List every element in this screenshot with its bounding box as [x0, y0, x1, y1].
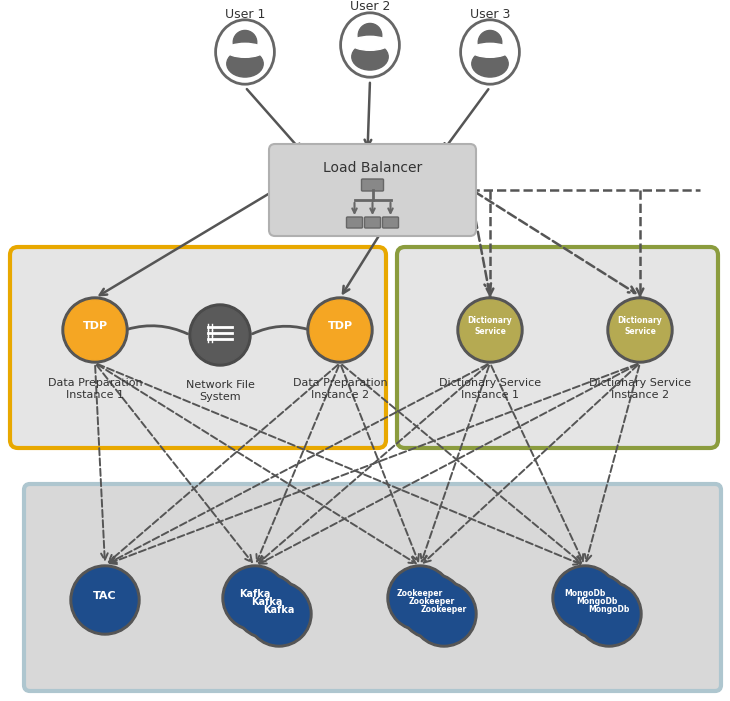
Text: User 2: User 2: [350, 1, 391, 13]
Text: Kafka: Kafka: [239, 589, 271, 599]
Text: Dictionary Service
Instance 1: Dictionary Service Instance 1: [439, 378, 541, 400]
Text: Dictionary Service
Instance 2: Dictionary Service Instance 2: [589, 378, 691, 400]
Circle shape: [555, 568, 615, 628]
Text: TDP: TDP: [82, 321, 107, 331]
Ellipse shape: [352, 43, 388, 70]
Text: MongoDb: MongoDb: [576, 597, 618, 606]
Circle shape: [478, 30, 502, 54]
Ellipse shape: [471, 43, 509, 57]
Circle shape: [234, 30, 257, 54]
Circle shape: [414, 584, 474, 644]
Ellipse shape: [472, 50, 508, 77]
Circle shape: [402, 576, 462, 636]
FancyBboxPatch shape: [269, 144, 476, 236]
FancyBboxPatch shape: [10, 247, 386, 448]
Text: Dictionary
Service: Dictionary Service: [468, 316, 512, 336]
Text: User 1: User 1: [225, 8, 265, 20]
Circle shape: [411, 581, 477, 647]
Circle shape: [390, 568, 450, 628]
Text: Data Preparation
Instance 1: Data Preparation Instance 1: [47, 378, 142, 400]
Text: Kafka: Kafka: [264, 605, 295, 615]
Text: Zookeeper: Zookeeper: [421, 606, 467, 615]
Circle shape: [567, 576, 627, 636]
Text: MongoDb: MongoDb: [564, 590, 606, 599]
FancyBboxPatch shape: [383, 217, 399, 228]
Text: Dictionary
Service: Dictionary Service: [618, 316, 662, 336]
Circle shape: [610, 300, 670, 360]
Ellipse shape: [226, 43, 264, 57]
Circle shape: [310, 300, 370, 360]
Circle shape: [73, 568, 137, 632]
Text: TAC: TAC: [93, 591, 117, 601]
Ellipse shape: [351, 36, 389, 50]
FancyBboxPatch shape: [361, 179, 383, 191]
Text: User 3: User 3: [470, 8, 510, 20]
Circle shape: [564, 573, 630, 639]
Circle shape: [189, 304, 251, 366]
Text: Data Preparation
Instance 2: Data Preparation Instance 2: [293, 378, 388, 400]
Circle shape: [225, 568, 285, 628]
FancyBboxPatch shape: [24, 484, 721, 691]
Ellipse shape: [227, 50, 264, 77]
Circle shape: [237, 576, 297, 636]
Circle shape: [387, 565, 453, 631]
Text: MongoDb: MongoDb: [588, 606, 630, 615]
Circle shape: [234, 573, 300, 639]
Circle shape: [358, 23, 382, 47]
Circle shape: [457, 297, 523, 363]
Circle shape: [70, 565, 140, 635]
FancyBboxPatch shape: [347, 217, 363, 228]
Circle shape: [607, 297, 673, 363]
FancyBboxPatch shape: [397, 247, 718, 448]
Text: Zookeeper: Zookeeper: [397, 590, 443, 599]
Circle shape: [249, 584, 309, 644]
Text: Load Balancer: Load Balancer: [323, 161, 422, 175]
Circle shape: [62, 297, 128, 363]
Circle shape: [460, 300, 520, 360]
Circle shape: [399, 573, 465, 639]
FancyBboxPatch shape: [364, 217, 380, 228]
Text: TDP: TDP: [328, 321, 353, 331]
Circle shape: [192, 307, 248, 363]
Circle shape: [246, 581, 312, 647]
Circle shape: [576, 581, 642, 647]
Circle shape: [307, 297, 373, 363]
Circle shape: [65, 300, 125, 360]
Circle shape: [579, 584, 639, 644]
Circle shape: [222, 565, 288, 631]
Text: Zookeeper: Zookeeper: [409, 597, 455, 606]
Circle shape: [552, 565, 618, 631]
Text: Kafka: Kafka: [251, 597, 283, 607]
Text: Network File
System: Network File System: [185, 380, 255, 402]
